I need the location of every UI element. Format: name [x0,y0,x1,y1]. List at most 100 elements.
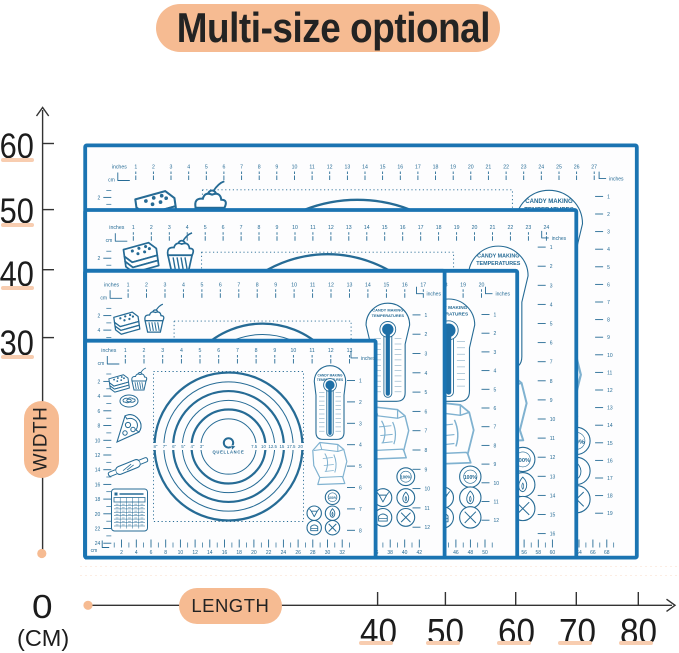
svg-text:58: 58 [536,550,542,556]
svg-text:3: 3 [550,283,553,289]
svg-text:20: 20 [468,165,474,171]
svg-text:4: 4 [182,282,185,288]
svg-text:TEMPERATURES: TEMPERATURES [476,261,521,267]
svg-text:13: 13 [607,406,613,412]
svg-text:11: 11 [310,225,315,231]
svg-text:4: 4 [425,371,428,377]
svg-text:10: 10 [261,444,266,449]
svg-text:cm: cm [100,295,107,301]
svg-text:15: 15 [607,441,613,447]
svg-text:3: 3 [494,350,497,356]
svg-text:10: 10 [292,165,298,171]
svg-text:CANDY MAKING: CANDY MAKING [430,305,468,311]
svg-text:1: 1 [359,379,362,385]
svg-text:inches: inches [104,282,119,288]
svg-text:5: 5 [205,165,208,171]
svg-text:7": 7" [163,444,167,449]
svg-text:6: 6 [98,409,101,415]
svg-text:56: 56 [521,550,527,556]
svg-text:10: 10 [425,487,431,493]
svg-text:7: 7 [236,348,239,354]
svg-text:4: 4 [607,247,610,253]
svg-text:6: 6 [494,406,497,412]
svg-text:8": 8" [153,444,157,449]
svg-text:6: 6 [359,486,362,492]
svg-text:9: 9 [494,462,497,468]
svg-text:16: 16 [607,458,613,464]
svg-text:14: 14 [607,423,613,429]
svg-text:100%: 100% [328,496,337,500]
svg-text:6: 6 [550,341,553,347]
svg-text:4: 4 [180,348,183,354]
svg-text:64: 64 [576,550,582,556]
svg-text:19: 19 [460,282,466,288]
svg-text:10: 10 [494,481,500,487]
svg-text:CANDY MAKING: CANDY MAKING [525,199,573,205]
svg-text:10: 10 [95,438,101,444]
svg-text:inches: inches [496,292,511,298]
svg-text:48: 48 [468,550,474,556]
svg-text:4: 4 [98,328,101,334]
svg-text:CANDY MAKING: CANDY MAKING [317,374,343,378]
svg-text:25: 25 [556,165,562,171]
svg-text:7: 7 [237,282,240,288]
svg-text:10: 10 [607,353,613,359]
svg-text:16: 16 [222,550,228,556]
svg-text:8: 8 [258,165,261,171]
svg-text:12: 12 [494,518,500,524]
svg-text:6": 6" [172,444,176,449]
svg-text:8: 8 [256,282,259,288]
svg-text:20: 20 [472,225,478,231]
svg-text:inches: inches [112,165,127,171]
svg-text:3: 3 [164,282,167,288]
svg-text:1: 1 [132,225,135,231]
svg-text:1: 1 [127,282,130,288]
svg-text:26: 26 [295,550,301,556]
svg-text:2: 2 [145,282,148,288]
svg-text:3: 3 [425,352,428,358]
svg-text:11: 11 [494,500,499,506]
svg-text:13: 13 [347,282,353,288]
svg-text:16: 16 [397,165,403,171]
svg-text:21: 21 [490,225,496,231]
svg-text:19: 19 [450,165,456,171]
svg-text:16: 16 [550,532,556,538]
svg-text:15: 15 [279,444,284,449]
svg-text:2: 2 [98,314,101,320]
svg-text:inches: inches [609,177,624,183]
svg-text:3: 3 [161,348,164,354]
svg-text:22: 22 [266,550,272,556]
svg-text:2: 2 [425,332,428,338]
svg-text:11: 11 [550,436,555,442]
svg-text:3: 3 [170,165,173,171]
svg-text:60: 60 [550,550,556,556]
svg-text:2: 2 [143,348,146,354]
svg-text:9: 9 [273,348,276,354]
svg-text:17: 17 [415,165,421,171]
svg-text:11: 11 [425,506,430,512]
svg-text:8: 8 [494,443,497,449]
svg-text:22: 22 [95,527,101,533]
svg-text:14: 14 [362,165,368,171]
svg-text:4: 4 [359,443,362,449]
svg-text:18: 18 [607,494,613,500]
svg-text:9: 9 [275,165,278,171]
svg-text:3: 3 [359,421,362,427]
svg-text:2: 2 [98,195,101,201]
svg-text:4: 4 [186,225,189,231]
svg-text:8: 8 [607,318,610,324]
svg-text:6: 6 [217,348,220,354]
svg-text:7: 7 [359,507,362,513]
svg-text:11: 11 [607,370,612,376]
svg-text:10: 10 [550,417,556,423]
svg-text:7.5: 7.5 [251,444,258,449]
svg-text:19: 19 [454,225,460,231]
svg-text:2: 2 [359,400,362,406]
svg-text:TEMPERATURES: TEMPERATURES [429,312,468,318]
svg-text:9: 9 [607,335,610,341]
svg-text:17: 17 [607,476,613,482]
svg-text:cm: cm [91,548,98,554]
svg-text:13: 13 [346,225,352,231]
svg-text:14: 14 [365,282,371,288]
svg-text:CANDY MAKING: CANDY MAKING [372,308,403,313]
